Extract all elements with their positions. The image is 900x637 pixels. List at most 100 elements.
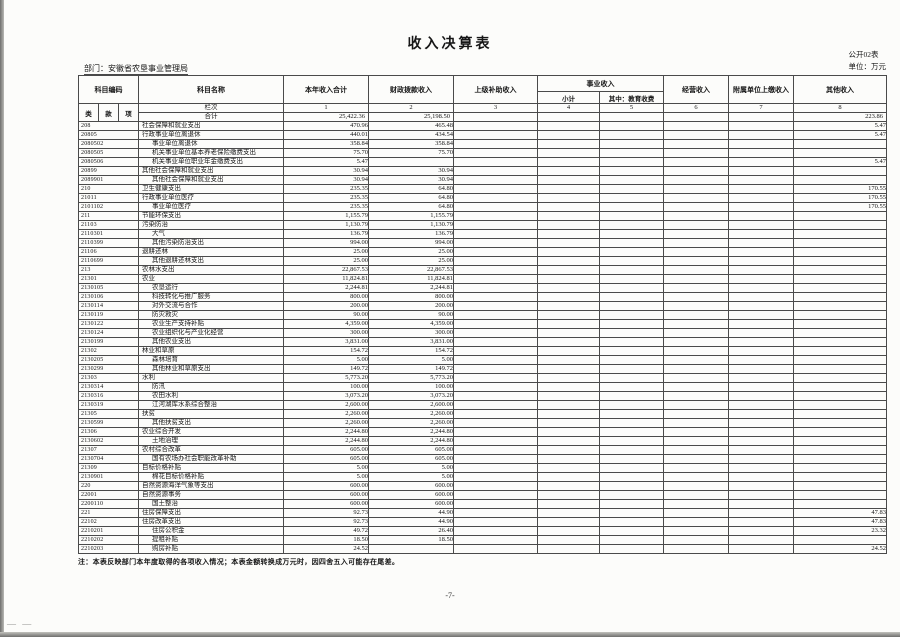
row-subject-name: 社会保障和就业支出 [138, 121, 285, 131]
row-subject-name: 其他林业和草原支出 [138, 364, 285, 374]
row-value-col1: 92.73 [283, 517, 370, 527]
row-value-col7 [728, 337, 795, 347]
row-value-col4 [537, 328, 601, 338]
row-subject-name: 林业和草原 [138, 346, 285, 356]
row-subject-name: 节能环保支出 [138, 211, 285, 221]
row-value-col7 [728, 400, 795, 410]
row-subject-code: 21303 [77, 373, 140, 383]
row-value-col7 [728, 256, 795, 266]
row-subject-code: 2110699 [77, 256, 140, 266]
row-subject-name: 机关事业单位基本养老保险缴费支出 [138, 148, 285, 158]
row-value-col3 [453, 382, 539, 392]
row-value-col6 [663, 463, 730, 473]
row-value-col4 [537, 544, 601, 554]
row-subject-name: 其他农业支出 [138, 337, 285, 347]
row-value-col4 [537, 121, 601, 131]
row-value-col4 [537, 175, 601, 185]
row-value-col3 [453, 274, 539, 284]
row-value-col1: 3,073.20 [283, 391, 370, 401]
row-value-col8 [793, 373, 888, 383]
row-value-col8: 170.55 [793, 193, 888, 203]
row-subject-name: 农垦运行 [138, 283, 285, 293]
row-value-col5 [599, 265, 665, 275]
total-col2: 25,198.50 [368, 112, 455, 122]
row-value-col4 [537, 436, 601, 446]
row-value-col7 [728, 157, 795, 167]
table-row: 22102 住房改革支出 92.73 44.90 47.83 [77, 517, 888, 527]
row-value-col1: 25.00 [283, 247, 370, 257]
row-value-col4 [537, 229, 601, 239]
row-value-col4 [537, 481, 601, 491]
row-subject-name: 其他社会保障和就业支出 [138, 175, 285, 185]
table-row: 2130314 防汛 100.00 100.00 [77, 382, 888, 392]
table-row: 2110301 大气 136.79 136.79 [77, 229, 888, 239]
row-value-col4 [537, 139, 601, 149]
row-value-col1: 440.01 [283, 130, 370, 140]
row-subject-name: 目标价格补贴 [138, 463, 285, 473]
table-row: 2130299 其他林业和草原支出 149.72 149.72 [77, 364, 888, 374]
row-value-col1: 600.00 [283, 490, 370, 500]
row-value-col8 [793, 265, 888, 275]
row-value-col4 [537, 535, 601, 545]
table-row: 2130704 国有农场办社会职能改革补助 605.00 605.00 [77, 454, 888, 464]
row-value-col2: 18.50 [368, 535, 455, 545]
row-subject-name: 行政事业单位医疗 [138, 193, 285, 203]
row-value-col6 [663, 193, 730, 203]
row-value-col6 [663, 301, 730, 311]
page-number: -7- [445, 591, 455, 600]
row-value-col7 [728, 184, 795, 194]
row-value-col8 [793, 355, 888, 365]
row-subject-code: 2130599 [77, 418, 140, 428]
row-value-col5 [599, 310, 665, 320]
row-subject-code: 2130114 [77, 301, 140, 311]
row-value-col1: 2,244.80 [283, 427, 370, 437]
row-subject-name: 污染防治 [138, 220, 285, 230]
row-value-col5 [599, 166, 665, 176]
table-row: 2080505 机关事业单位基本养老保险缴费支出 75.70 75.70 [77, 148, 888, 158]
table-row: 21305 扶贫 2,260.00 2,260.00 [77, 409, 888, 419]
row-value-col8: 47.83 [793, 517, 888, 527]
row-value-col1: 605.00 [283, 454, 370, 464]
department-line: 部门：安徽省农垦事业管理局 [84, 63, 188, 75]
row-value-col2: 90.00 [368, 310, 455, 320]
row-subject-code: 2130319 [77, 400, 140, 410]
row-value-col7 [728, 292, 795, 302]
row-value-col6 [663, 337, 730, 347]
row-value-col4 [537, 409, 601, 419]
row-value-col6 [663, 328, 730, 338]
row-value-col7 [728, 535, 795, 545]
row-value-col8: 5.47 [793, 121, 888, 131]
row-subject-code: 2130122 [77, 319, 140, 329]
row-value-col3 [453, 193, 539, 203]
row-value-col6 [663, 373, 730, 383]
row-value-col3 [453, 400, 539, 410]
row-value-col7 [728, 364, 795, 374]
column-number-7: 7 [728, 103, 795, 113]
row-value-col8: 170.55 [793, 184, 888, 194]
header-operating-income: 经营收入 [663, 75, 730, 104]
row-subject-code: 2110301 [77, 229, 140, 239]
row-value-col2: 22,867.53 [368, 265, 455, 275]
row-value-col7 [728, 238, 795, 248]
row-value-col3 [453, 175, 539, 185]
row-value-col8 [793, 328, 888, 338]
row-value-col7 [728, 121, 795, 131]
row-value-col4 [537, 211, 601, 221]
row-value-col5 [599, 193, 665, 203]
row-value-col6 [663, 400, 730, 410]
row-subject-name: 行政事业单位离退休 [138, 130, 285, 140]
row-value-col7 [728, 148, 795, 158]
row-value-col1: 5.00 [283, 355, 370, 365]
row-value-col5 [599, 508, 665, 518]
row-value-col8 [793, 409, 888, 419]
table-row: 2210201 住房公积金 49.72 26.40 23.32 [77, 526, 888, 536]
row-value-col4 [537, 319, 601, 329]
footnote: 注：本表反映部门本年度取得的各项收入情况；本表金额转换成万元时，因四舍五入可能存… [78, 558, 400, 566]
row-value-col3 [453, 508, 539, 518]
row-value-col8 [793, 364, 888, 374]
row-value-col1: 600.00 [283, 499, 370, 509]
row-value-col2: 434.54 [368, 130, 455, 140]
row-value-col3 [453, 364, 539, 374]
row-value-col6 [663, 517, 730, 527]
row-value-col2: 994.00 [368, 238, 455, 248]
